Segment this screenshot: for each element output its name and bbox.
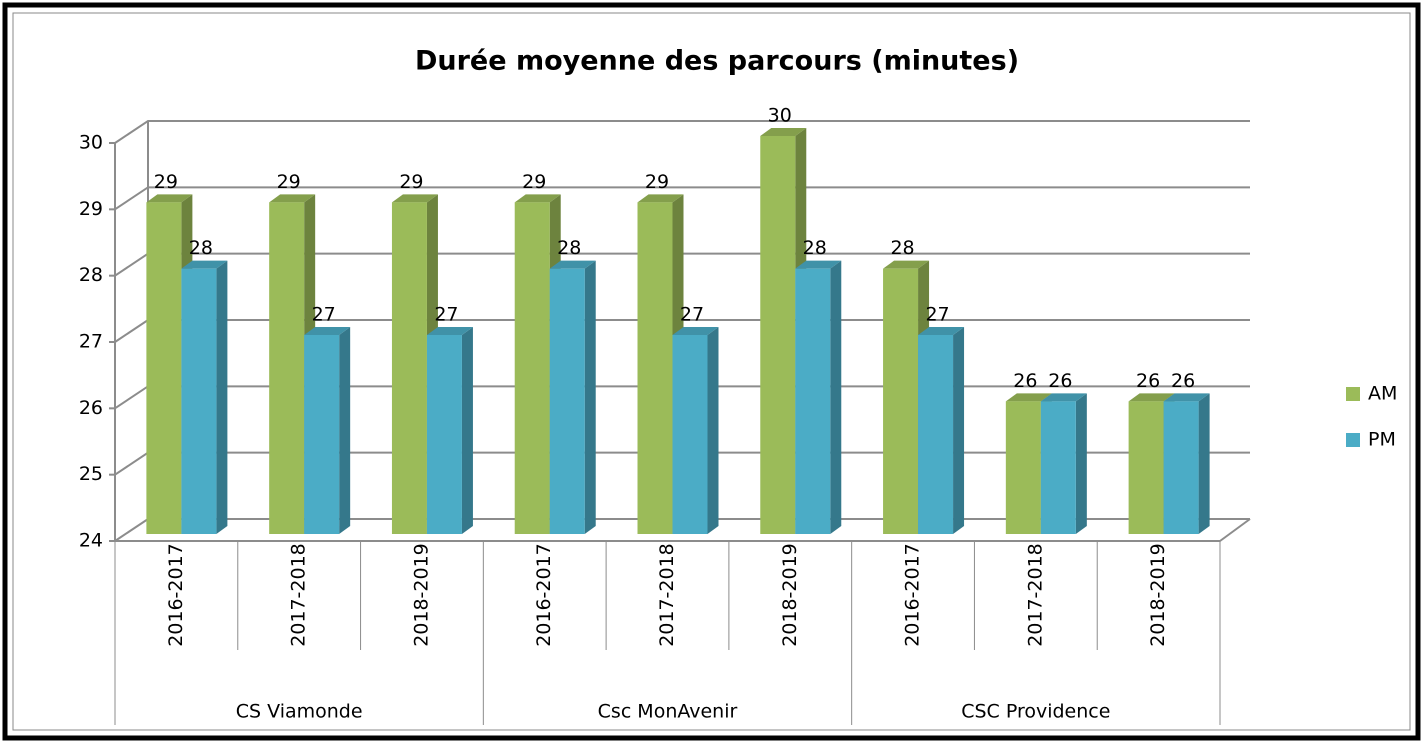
data-label: 27 bbox=[680, 304, 704, 326]
y-tick-label: 29 bbox=[79, 198, 103, 220]
x-tick-label: 2018-2019 bbox=[410, 543, 432, 647]
bar bbox=[1040, 401, 1076, 534]
legend-swatch bbox=[1346, 387, 1360, 401]
bar-top bbox=[269, 194, 316, 203]
group-label: CSC Providence bbox=[961, 701, 1110, 723]
bar bbox=[1163, 401, 1199, 534]
bar bbox=[269, 202, 305, 535]
data-label: 29 bbox=[154, 171, 178, 193]
bar bbox=[760, 136, 796, 534]
data-label: 27 bbox=[434, 304, 458, 326]
bar-top bbox=[918, 327, 965, 335]
bar bbox=[514, 202, 550, 535]
bar-top bbox=[304, 327, 351, 335]
legend-swatch bbox=[1346, 433, 1360, 447]
bar-top bbox=[1040, 393, 1087, 402]
y-tick-label: 26 bbox=[79, 397, 103, 419]
grid-line bbox=[114, 120, 1250, 144]
bar-side bbox=[339, 327, 351, 534]
x-tick-label: 2017-2018 bbox=[656, 543, 678, 647]
bar-side bbox=[830, 260, 842, 534]
bar-top bbox=[514, 194, 561, 203]
group-label: CS Viamonde bbox=[236, 701, 363, 723]
bar bbox=[672, 335, 708, 534]
bar bbox=[181, 268, 217, 534]
x-tick-label: 2016-2017 bbox=[902, 543, 924, 647]
y-tick-label: 24 bbox=[79, 530, 103, 552]
bar bbox=[1005, 401, 1041, 534]
data-label: 26 bbox=[1013, 370, 1037, 392]
y-tick-label: 30 bbox=[79, 132, 103, 154]
bar-top bbox=[1163, 393, 1210, 402]
data-label: 27 bbox=[312, 304, 336, 326]
bar-top bbox=[637, 194, 684, 203]
inner-frame bbox=[12, 12, 1411, 731]
grid-line bbox=[114, 186, 1250, 211]
bar-top bbox=[426, 327, 473, 335]
bar-top bbox=[672, 327, 719, 335]
bar-top bbox=[1005, 393, 1052, 402]
bar-side bbox=[707, 327, 719, 534]
y-tick-label: 27 bbox=[79, 331, 103, 353]
x-tick-label: 2017-2018 bbox=[1024, 543, 1046, 647]
bar-side bbox=[953, 327, 965, 534]
y-tick-label: 25 bbox=[79, 463, 103, 485]
x-tick-label: 2016-2017 bbox=[165, 543, 187, 647]
data-label: 26 bbox=[1048, 370, 1072, 392]
data-label: 28 bbox=[803, 237, 827, 259]
data-label: 29 bbox=[522, 171, 546, 193]
bar-top bbox=[549, 260, 596, 269]
group-label: Csc MonAvenir bbox=[598, 701, 738, 723]
data-label: 26 bbox=[1171, 370, 1195, 392]
y-tick-label: 28 bbox=[79, 264, 103, 286]
bar-top bbox=[391, 194, 438, 203]
bar-top bbox=[1128, 393, 1175, 402]
data-label: 30 bbox=[768, 105, 792, 127]
floor-right bbox=[1219, 518, 1251, 542]
data-label: 28 bbox=[890, 237, 914, 259]
data-label: 27 bbox=[925, 304, 949, 326]
x-tick-label: 2018-2019 bbox=[1147, 543, 1169, 647]
bar-side bbox=[216, 260, 228, 534]
bar bbox=[304, 335, 340, 534]
bar-top bbox=[760, 128, 807, 136]
x-tick-label: 2018-2019 bbox=[779, 543, 801, 647]
x-tick-label: 2016-2017 bbox=[533, 543, 555, 647]
bar-top bbox=[181, 260, 228, 269]
legend-label: PM bbox=[1368, 429, 1396, 451]
bar bbox=[795, 268, 831, 534]
bar-top bbox=[795, 260, 842, 269]
data-label: 29 bbox=[399, 171, 423, 193]
x-tick-label: 2017-2018 bbox=[288, 543, 310, 647]
data-label: 28 bbox=[557, 237, 581, 259]
bar-top bbox=[883, 260, 930, 269]
bar bbox=[146, 202, 182, 535]
bar-top bbox=[146, 194, 193, 203]
bar-side bbox=[1198, 393, 1210, 534]
bar bbox=[549, 268, 585, 534]
legend-label: AM bbox=[1368, 383, 1397, 405]
bar bbox=[883, 268, 919, 534]
bar bbox=[391, 202, 427, 535]
bar bbox=[918, 335, 954, 534]
data-label: 29 bbox=[277, 171, 301, 193]
chart-title: Durée moyenne des parcours (minutes) bbox=[415, 46, 1019, 77]
data-label: 28 bbox=[189, 237, 213, 259]
data-label: 29 bbox=[645, 171, 669, 193]
data-label: 26 bbox=[1136, 370, 1160, 392]
bar bbox=[426, 335, 462, 534]
bar bbox=[637, 202, 673, 535]
bar-side bbox=[584, 260, 596, 534]
bar-side bbox=[461, 327, 473, 534]
bar bbox=[1128, 401, 1164, 534]
bar-side bbox=[1075, 393, 1087, 534]
